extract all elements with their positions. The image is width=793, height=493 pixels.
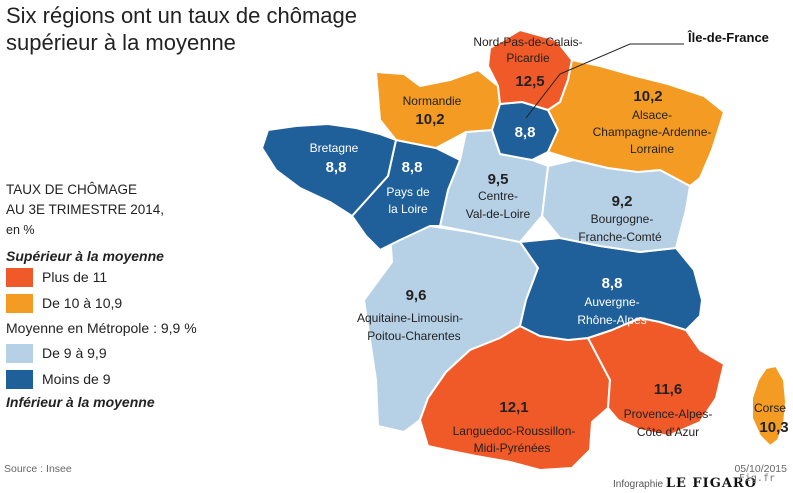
label-acal-name-2: Champagne-Ardenne- [593, 125, 712, 139]
label-corse-name: Corse [754, 401, 786, 415]
label-corse-value: 10,3 [759, 419, 788, 436]
legend-above-average: Supérieur à la moyenne [6, 248, 164, 264]
legend-swatch-red [6, 267, 33, 287]
label-normandie-value: 10,2 [415, 111, 444, 128]
legend-item-label: Moins de 9 [42, 371, 111, 387]
map-title: Six régions ont un taux de chômage supér… [6, 2, 357, 56]
label-pdl-name-1: Pays de [386, 185, 430, 199]
legend-item-9-9-9: De 9 à 9,9 [6, 340, 276, 366]
label-paca-name-2: Côte d'Azur [637, 425, 699, 439]
legend-item-label: De 10 à 10,9 [42, 295, 123, 311]
label-bretagne-value: 8,8 [326, 159, 347, 176]
label-lrmp-value: 12,1 [499, 399, 528, 416]
region-acal [547, 59, 725, 187]
legend-below-average: Inférieur à la moyenne [6, 394, 155, 410]
legend-swatch-light-blue [6, 343, 33, 363]
legend-item-moins-9: Moins de 9 [6, 366, 276, 392]
legend-unit: en % [6, 223, 35, 237]
label-cvl-name-2: Val-de-Loire [466, 207, 531, 221]
label-pdl-value: 8,8 [402, 159, 423, 176]
label-ara-name-2: Rhône-Alpes [577, 313, 646, 327]
label-lrmp-name-2: Midi-Pyrénées [474, 441, 551, 455]
label-ara-value: 8,8 [602, 275, 623, 292]
title-line-2: supérieur à la moyenne [6, 30, 236, 55]
label-lrmp-name-1: Languedoc-Roussillon- [453, 424, 576, 438]
publication-date: 05/10/2015 [734, 463, 787, 475]
label-cvl-name-1: Centre- [478, 189, 518, 203]
label-acal-value: 10,2 [633, 88, 662, 105]
label-alpc-name-2: Poitou-Charentes [367, 329, 460, 343]
legend-item-10-10-9: De 10 à 10,9 [6, 290, 276, 316]
label-npdc-name-1: Nord-Pas-de-Calais- [473, 35, 582, 49]
label-normandie-name: Normandie [403, 94, 462, 108]
label-acal-name-3: Lorraine [630, 142, 674, 156]
region-corse [751, 365, 787, 447]
legend-swatch-dark-blue [6, 369, 33, 389]
legend-item-label: De 9 à 9,9 [42, 345, 107, 361]
label-cvl-value: 9,5 [488, 171, 509, 188]
label-ara-name-1: Auvergne- [584, 295, 639, 309]
source-note: Source : Insee [4, 463, 72, 475]
legend-heading-line-2: AU 3E TRIMESTRE 2014, [6, 202, 165, 217]
label-pdl-name-2: la Loire [388, 202, 428, 216]
watermark: Fig.fr [738, 473, 775, 484]
legend-heading: TAUX DE CHÔMAGE AU 3E TRIMESTRE 2014, en… [6, 180, 276, 240]
label-paca-value: 11,6 [654, 381, 682, 398]
region-labels: Nord-Pas-de-Calais- Picardie 12,5 Norman… [310, 30, 789, 455]
legend-heading-line-1: TAUX DE CHÔMAGE [6, 182, 138, 197]
idf-leader-line [525, 43, 684, 119]
legend-average: Moyenne en Métropole : 9,9 % [6, 320, 197, 336]
label-idf-name: Île-de-France [687, 30, 769, 45]
label-bretagne-name: Bretagne [310, 141, 359, 155]
label-acal-name-1: Alsace- [632, 108, 672, 122]
label-alpc-value: 9,6 [406, 287, 427, 304]
legend: TAUX DE CHÔMAGE AU 3E TRIMESTRE 2014, en… [6, 180, 276, 410]
label-paca-name-1: Provence-Alpes- [624, 407, 713, 421]
label-bfc-name-1: Bourgogne- [591, 212, 654, 226]
credit-brand: LE FIGARO [665, 476, 758, 491]
label-alpc-name-1: Aquitaine-Limousin- [357, 311, 463, 325]
legend-item-plus-11: Plus de 11 [6, 264, 276, 290]
label-idf-value: 8,8 [515, 124, 536, 141]
label-bfc-value: 9,2 [612, 193, 633, 210]
credit-prefix: Infographie [613, 479, 664, 490]
label-npdc-value: 12,5 [515, 73, 544, 90]
legend-swatch-orange [6, 293, 33, 313]
region-bretagne [261, 123, 397, 217]
label-bfc-name-2: Franche-Comté [578, 230, 662, 244]
legend-item-label: Plus de 11 [42, 269, 108, 285]
credit: Infographie LE FIGARO [613, 476, 757, 491]
title-line-1: Six régions ont un taux de chômage [6, 3, 358, 28]
label-npdc-name-2: Picardie [506, 51, 550, 65]
